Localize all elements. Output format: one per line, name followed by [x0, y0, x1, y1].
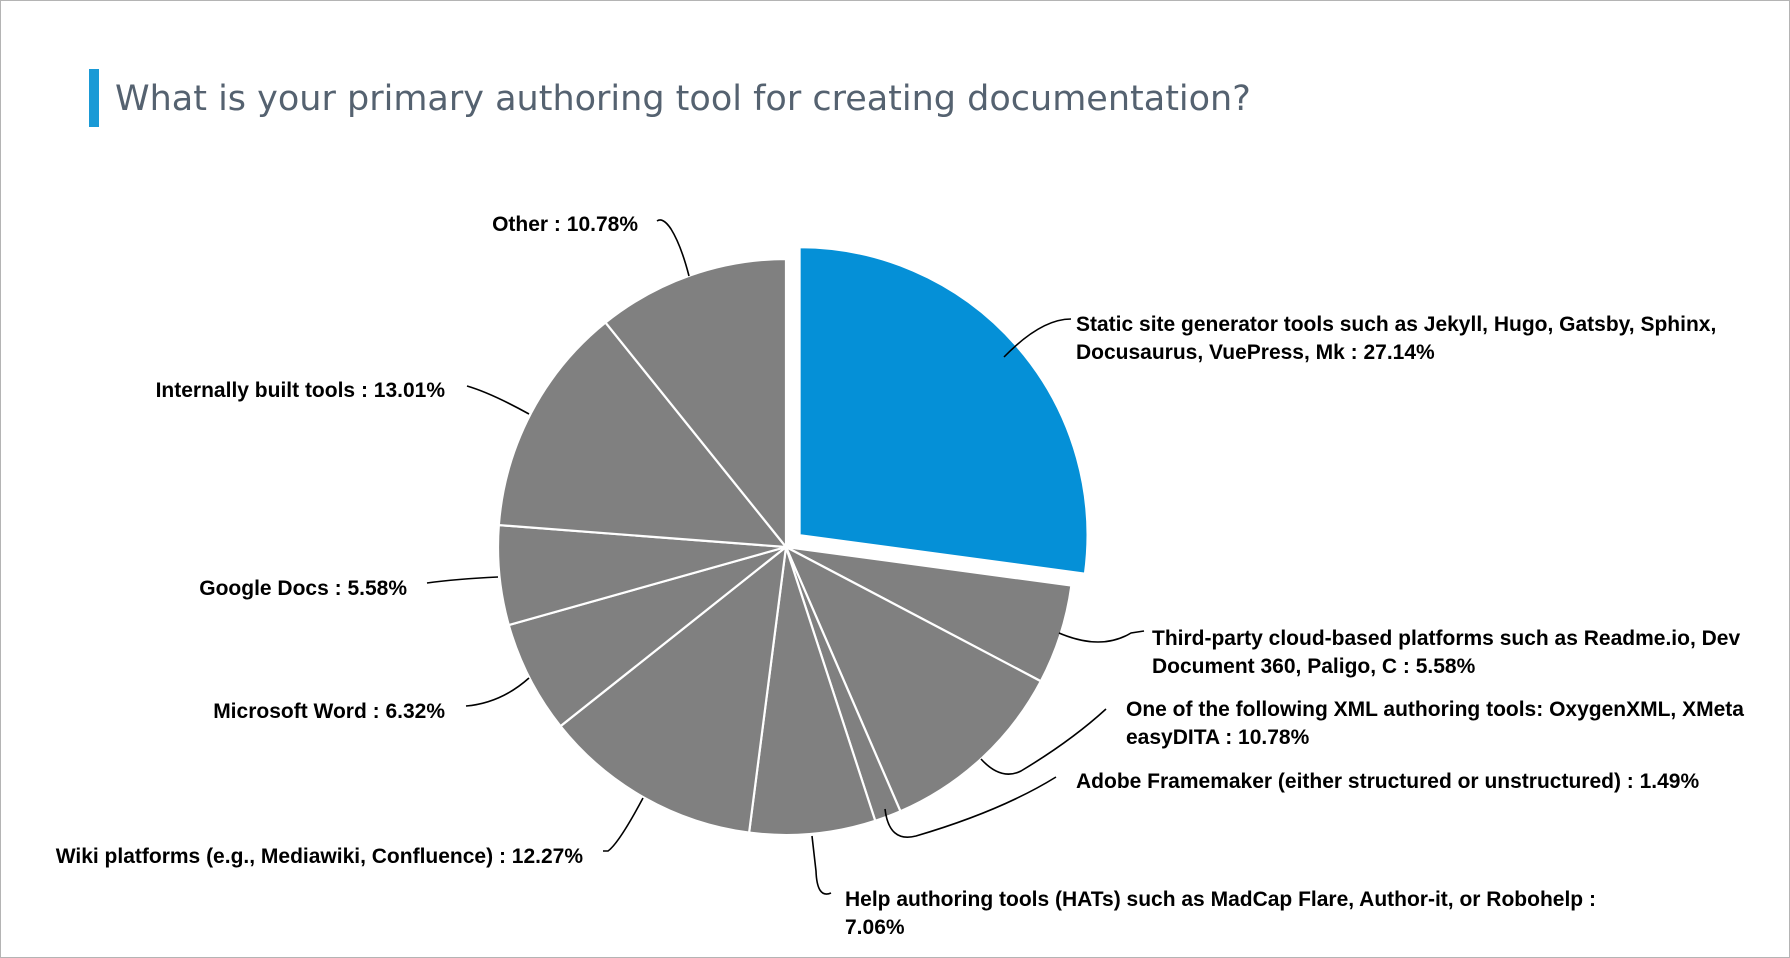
leader-line [465, 677, 530, 707]
slice-label: Static site generator tools such as Jeky… [1076, 313, 1716, 364]
leader-line [1058, 630, 1145, 643]
slice-label: Adobe Framemaker (either structured or u… [1076, 770, 1699, 793]
pie-slice[interactable] [747, 546, 877, 837]
slice-label: Internally built tools : 13.01% [156, 379, 446, 402]
slice-labels: Static site generator tools such as Jeky… [56, 213, 1745, 939]
leader-line [980, 708, 1107, 775]
pie-slice[interactable] [783, 544, 1043, 813]
pie-slice[interactable] [497, 321, 789, 549]
slice-label: Microsoft Word : 6.32% [213, 700, 445, 723]
chart-title: What is your primary authoring tool for … [115, 79, 1251, 119]
slice-label: Third-party cloud-based platforms such a… [1152, 627, 1740, 678]
pie-slices [496, 246, 1089, 837]
leader-line [884, 776, 1057, 838]
pie-slice[interactable] [798, 246, 1089, 575]
slice-label-line: Internally built tools : 13.01% [156, 379, 446, 402]
slice-label: Other : 10.78% [492, 213, 638, 236]
slice-label-line: Docusaurus, VuePress, Mk : 27.14% [1076, 341, 1435, 364]
pie-slice[interactable] [558, 544, 788, 834]
slice-label-line: easyDITA : 10.78% [1126, 726, 1310, 749]
slice-label-line: Google Docs : 5.58% [199, 577, 407, 600]
slice-label-line: Microsoft Word : 6.32% [213, 700, 445, 723]
pie-slice[interactable] [507, 545, 787, 728]
title-accent-bar [89, 69, 99, 127]
slice-label: Google Docs : 5.58% [199, 577, 407, 600]
pie-slice[interactable] [603, 257, 788, 551]
leader-line [656, 219, 690, 277]
slice-label: One of the following XML authoring tools… [1126, 698, 1744, 749]
leader-line [1003, 318, 1072, 358]
slice-label-line: One of the following XML authoring tools… [1126, 698, 1744, 721]
slice-label-line: Help authoring tools (HATs) such as MadC… [845, 888, 1596, 911]
slice-label: Wiki platforms (e.g., Mediawiki, Conflue… [56, 845, 584, 868]
slice-label-line: Wiki platforms (e.g., Mediawiki, Conflue… [56, 845, 584, 868]
slice-label-line: 7.06% [845, 916, 905, 939]
leader-lines [426, 219, 1145, 895]
slice-label-line: Third-party cloud-based platforms such a… [1152, 627, 1740, 650]
leader-line [466, 385, 530, 415]
slice-label: Help authoring tools (HATs) such as MadC… [845, 888, 1596, 939]
leader-line [603, 797, 644, 852]
slice-label-line: Other : 10.78% [492, 213, 638, 236]
slice-label-line: Adobe Framemaker (either structured or u… [1076, 770, 1699, 793]
slice-label-line: Static site generator tools such as Jeky… [1076, 313, 1716, 336]
leader-line [426, 576, 499, 584]
slice-label-line: Document 360, Paligo, C : 5.58% [1152, 655, 1476, 678]
leader-line [811, 835, 832, 895]
